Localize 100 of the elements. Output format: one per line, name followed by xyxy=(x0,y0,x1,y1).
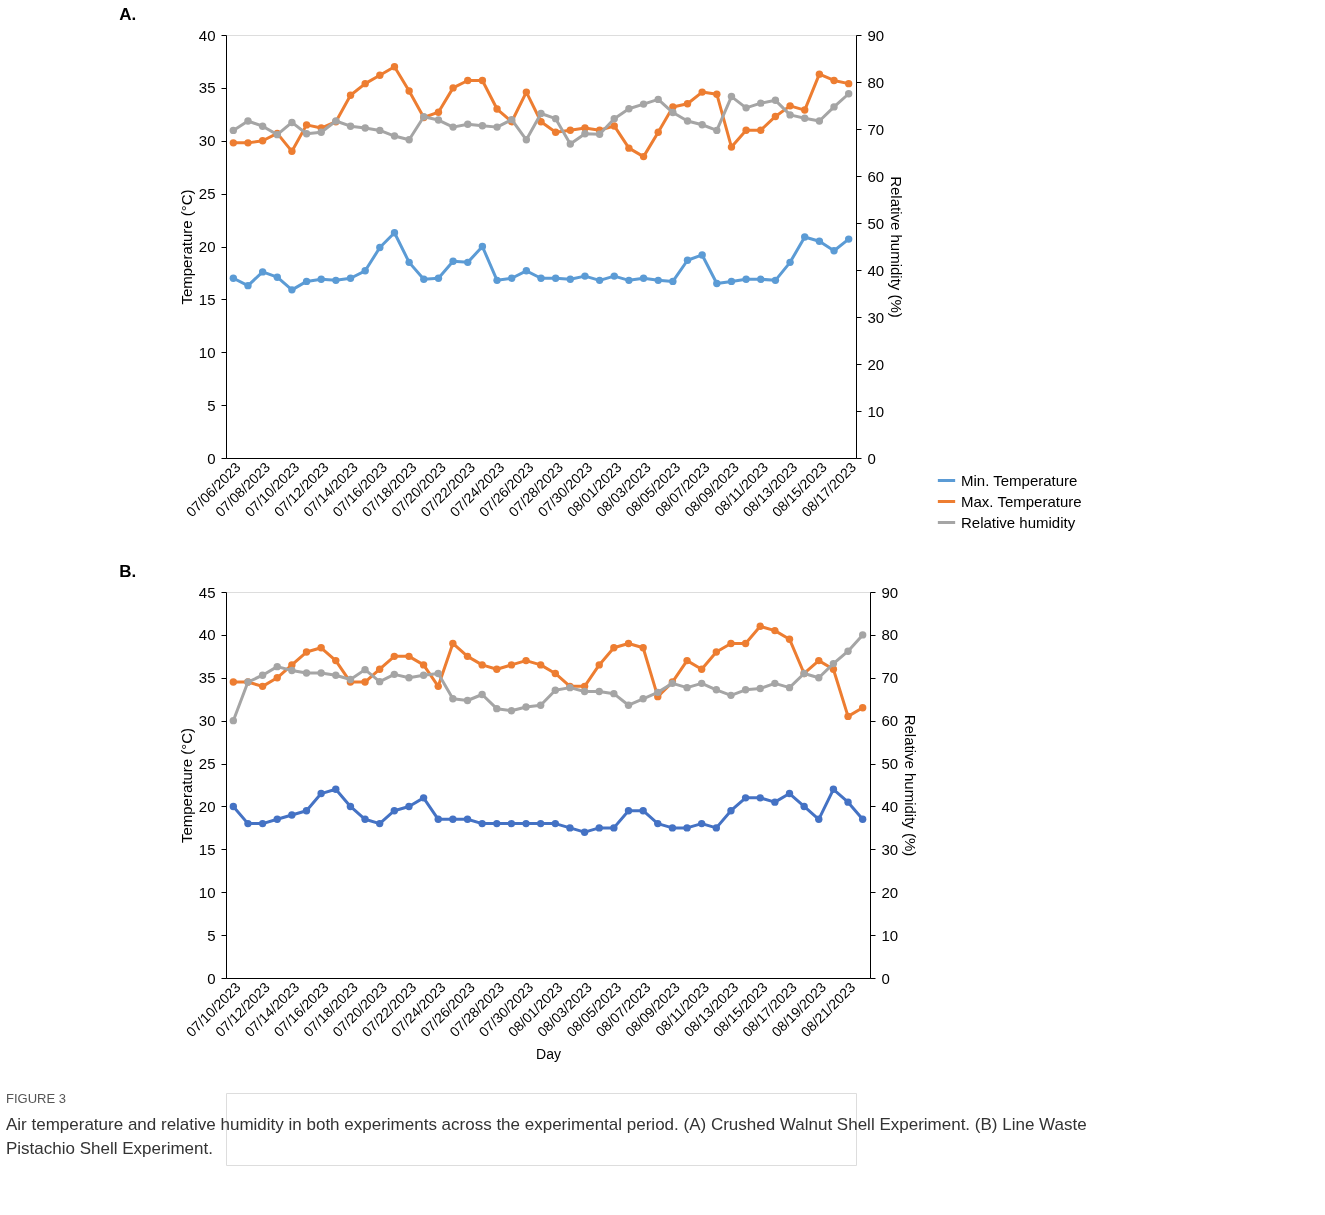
point xyxy=(551,669,560,678)
point xyxy=(273,815,281,824)
y-tick-label: 15 xyxy=(198,840,216,858)
y-tick-label: 35 xyxy=(198,79,216,97)
y2-tick-label: 30 xyxy=(881,840,899,858)
point xyxy=(302,807,311,815)
point xyxy=(610,689,618,698)
chart-title: B. xyxy=(119,562,137,581)
point xyxy=(317,128,325,136)
y2-axis-title: Relative humidity (%) xyxy=(888,176,906,318)
point xyxy=(756,794,764,802)
point xyxy=(244,819,252,828)
point xyxy=(639,274,648,282)
point xyxy=(713,279,721,288)
point xyxy=(390,670,399,679)
point xyxy=(595,661,603,669)
point xyxy=(463,652,472,661)
x-axis-title: Day xyxy=(536,1045,561,1062)
y2-tick-label: 60 xyxy=(881,712,899,730)
point xyxy=(713,126,721,135)
text: Air temperature and relative humidity in both experiments across the experimental period. (A) Crushed Walnut Shell Experiment. (B) Line Waste Pistachio Shell Experiment. xyxy=(6,1115,1087,1158)
point xyxy=(493,665,501,673)
point xyxy=(771,798,779,806)
point xyxy=(815,815,823,824)
point xyxy=(771,112,780,121)
point xyxy=(273,674,281,682)
point xyxy=(786,111,794,119)
point xyxy=(580,828,589,836)
point xyxy=(844,79,853,88)
point xyxy=(639,644,647,652)
point xyxy=(595,687,603,696)
point xyxy=(405,674,413,682)
point xyxy=(610,122,618,130)
point xyxy=(757,126,765,134)
point xyxy=(493,819,501,828)
point xyxy=(639,152,648,161)
point xyxy=(376,71,384,79)
point xyxy=(332,671,340,679)
point xyxy=(742,104,750,112)
y2-tick-label: 10 xyxy=(881,926,899,944)
point xyxy=(654,95,662,104)
y2-tick-label: 20 xyxy=(867,355,885,373)
point xyxy=(727,639,735,648)
point xyxy=(464,120,472,128)
point xyxy=(419,661,428,669)
point xyxy=(273,273,281,281)
point xyxy=(288,147,296,156)
point xyxy=(478,242,487,251)
point xyxy=(229,274,238,282)
point xyxy=(244,281,252,290)
point xyxy=(625,105,633,113)
point xyxy=(669,108,677,117)
point xyxy=(434,116,443,124)
y-tick-label: 20 xyxy=(198,797,216,815)
point xyxy=(844,235,853,243)
y-tick-label: 0 xyxy=(207,449,216,467)
point xyxy=(522,267,531,275)
point xyxy=(478,122,487,130)
point xyxy=(683,683,691,692)
point xyxy=(566,140,575,148)
point xyxy=(536,819,545,828)
point xyxy=(244,117,252,125)
point xyxy=(229,126,238,135)
point xyxy=(756,622,764,631)
y-tick-label: 5 xyxy=(207,926,216,944)
point xyxy=(507,661,516,669)
point xyxy=(376,243,384,252)
point xyxy=(683,256,692,264)
point xyxy=(449,257,457,266)
point xyxy=(801,114,809,122)
point xyxy=(522,88,531,96)
point xyxy=(434,274,443,282)
point xyxy=(712,824,721,832)
point xyxy=(698,251,706,259)
point xyxy=(697,819,706,828)
point xyxy=(478,76,487,85)
point xyxy=(288,666,296,675)
point xyxy=(390,132,399,140)
point xyxy=(595,276,604,285)
point xyxy=(405,87,413,95)
point xyxy=(229,802,238,811)
point xyxy=(742,126,750,134)
y-tick-label: 10 xyxy=(198,343,216,361)
point xyxy=(449,123,457,131)
y-tick-label: 40 xyxy=(198,26,216,44)
point xyxy=(537,109,545,118)
y2-tick-label: 10 xyxy=(867,402,885,420)
point xyxy=(522,136,531,144)
point xyxy=(244,139,252,147)
point xyxy=(419,794,428,802)
point xyxy=(273,662,281,671)
point xyxy=(346,802,355,811)
point xyxy=(434,815,442,824)
point xyxy=(815,237,824,245)
point xyxy=(390,807,399,815)
point xyxy=(566,824,574,832)
point xyxy=(551,274,560,282)
point xyxy=(625,276,633,285)
point xyxy=(551,128,560,136)
point xyxy=(522,819,530,828)
